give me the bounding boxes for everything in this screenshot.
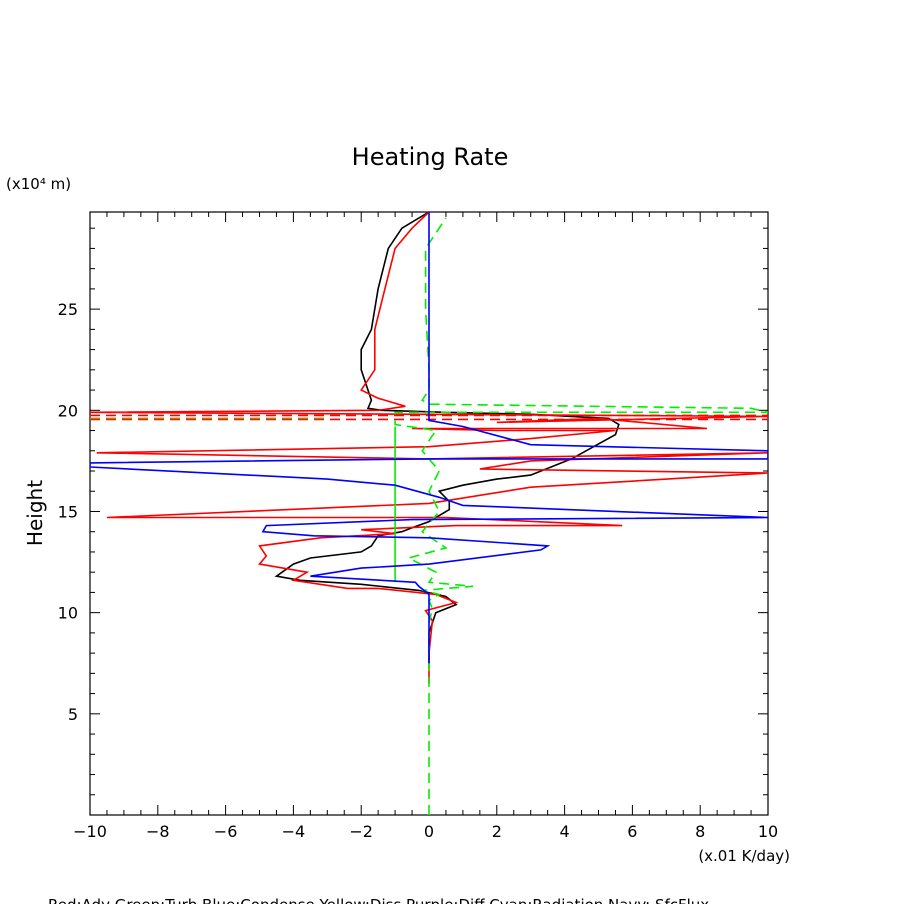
x-tick-label-8: 6 xyxy=(627,822,637,841)
plot-area: −10 −8 −6 −4 −2 0 2 4 6 8 10 5 10 15 20 25 xyxy=(58,211,778,841)
series-condense-line xyxy=(90,212,768,664)
y-tick-label-4: 25 xyxy=(58,300,78,319)
y-axis-label: Height xyxy=(23,480,47,546)
axis-ticks: −10 −8 −6 −4 −2 0 2 4 6 8 10 5 10 15 20 25 xyxy=(58,212,778,841)
x-tick-label-4: −2 xyxy=(349,822,373,841)
series-total-line xyxy=(274,212,620,664)
series-adv-line xyxy=(90,212,768,684)
x-axis-label: (x.01 K/day) xyxy=(698,847,790,865)
y-unit-label: (x10⁴ m) xyxy=(6,175,71,193)
x-tick-label-6: 2 xyxy=(492,822,502,841)
chart-title: Heating Rate xyxy=(352,143,509,171)
y-tick-label-0: 5 xyxy=(68,705,78,724)
series-lines xyxy=(90,212,768,815)
y-tick-label-1: 10 xyxy=(58,604,78,623)
x-tick-label-1: −8 xyxy=(146,822,170,841)
x-tick-label-7: 4 xyxy=(560,822,570,841)
legend: Red:Adv Green:Turb Blue:Condense Yellow:… xyxy=(48,896,709,904)
series-turb-line xyxy=(394,217,768,815)
y-tick-label-2: 15 xyxy=(58,502,78,521)
y-tick-label-3: 20 xyxy=(58,401,78,420)
x-tick-label-2: −6 xyxy=(214,822,238,841)
x-tick-label-9: 8 xyxy=(695,822,705,841)
x-tick-label-3: −4 xyxy=(282,822,306,841)
x-tick-label-5: 0 xyxy=(424,822,434,841)
x-tick-label-10: 10 xyxy=(758,822,778,841)
x-tick-label-0: −10 xyxy=(73,822,107,841)
